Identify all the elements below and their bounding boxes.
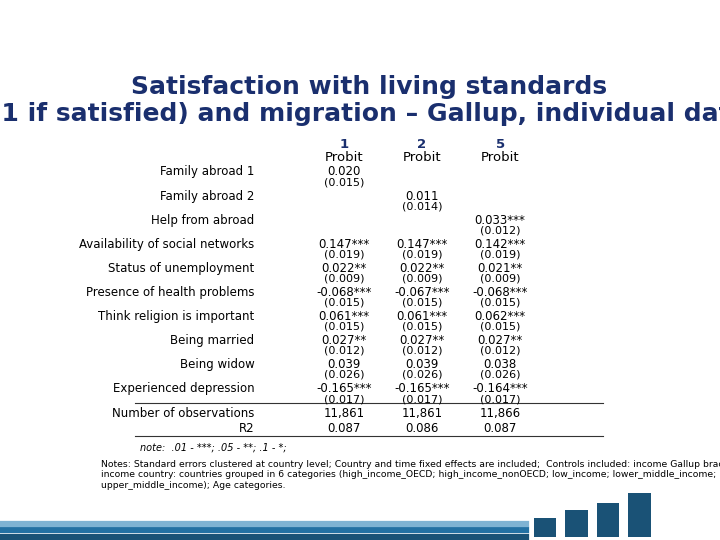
- Text: 0.022**: 0.022**: [400, 262, 445, 275]
- Text: Being widow: Being widow: [180, 359, 255, 372]
- Text: (0.015): (0.015): [324, 177, 364, 187]
- Text: 0.087: 0.087: [327, 422, 361, 435]
- Bar: [628, 494, 651, 537]
- Text: (0.015): (0.015): [324, 298, 364, 308]
- Text: 2: 2: [418, 138, 426, 151]
- Text: (0.026): (0.026): [402, 370, 442, 380]
- Text: (1 if satisfied) and migration – Gallup, individual data: (1 if satisfied) and migration – Gallup,…: [0, 102, 720, 126]
- Text: Probit: Probit: [325, 151, 363, 164]
- Text: 0.027**: 0.027**: [400, 334, 445, 347]
- Text: (0.012): (0.012): [324, 346, 364, 356]
- Text: Think religion is important: Think religion is important: [99, 310, 255, 323]
- Text: (0.012): (0.012): [480, 346, 521, 356]
- Text: 5: 5: [495, 138, 505, 151]
- Text: (0.012): (0.012): [402, 346, 442, 356]
- Text: Family abroad 1: Family abroad 1: [161, 165, 255, 178]
- Text: -0.067***: -0.067***: [395, 286, 450, 299]
- Text: (0.026): (0.026): [324, 370, 364, 380]
- Text: -0.165***: -0.165***: [316, 382, 372, 395]
- Text: (0.015): (0.015): [480, 298, 521, 308]
- Text: 0.147***: 0.147***: [397, 238, 448, 251]
- Text: (0.026): (0.026): [480, 370, 521, 380]
- Text: (0.017): (0.017): [402, 394, 442, 404]
- Text: 0.020: 0.020: [327, 165, 361, 178]
- Text: 11,861: 11,861: [402, 407, 443, 420]
- Text: 0.033***: 0.033***: [474, 214, 526, 227]
- Text: Probit: Probit: [481, 151, 519, 164]
- Text: 0.086: 0.086: [405, 422, 438, 435]
- Text: 11,866: 11,866: [480, 407, 521, 420]
- Bar: [565, 510, 588, 537]
- Text: 0.147***: 0.147***: [318, 238, 369, 251]
- Text: 11,861: 11,861: [323, 407, 364, 420]
- Text: 0.062***: 0.062***: [474, 310, 526, 323]
- Text: Notes: Standard errors clustered at country level; Country and time fixed effect: Notes: Standard errors clustered at coun…: [101, 460, 720, 490]
- Text: 0.011: 0.011: [405, 190, 438, 202]
- Text: Probit: Probit: [402, 151, 441, 164]
- Text: (0.015): (0.015): [402, 322, 442, 332]
- Text: Being married: Being married: [171, 334, 255, 347]
- Text: (0.019): (0.019): [402, 249, 442, 259]
- Text: -0.164***: -0.164***: [472, 382, 528, 395]
- Text: Experienced depression: Experienced depression: [113, 382, 255, 395]
- Text: Family abroad 2: Family abroad 2: [161, 190, 255, 202]
- Text: (0.015): (0.015): [324, 322, 364, 332]
- Text: 0.039: 0.039: [405, 359, 438, 372]
- Text: (0.009): (0.009): [480, 274, 521, 284]
- Text: note:  .01 - ***; .05 - **; .1 - *;: note: .01 - ***; .05 - **; .1 - *;: [140, 442, 287, 453]
- Text: (0.009): (0.009): [324, 274, 364, 284]
- Text: (0.017): (0.017): [324, 394, 364, 404]
- Bar: [597, 503, 619, 537]
- Text: 0.039: 0.039: [327, 359, 361, 372]
- Text: Presence of health problems: Presence of health problems: [86, 286, 255, 299]
- Text: (0.009): (0.009): [402, 274, 442, 284]
- Text: Help from abroad: Help from abroad: [151, 214, 255, 227]
- Text: Status of unemployment: Status of unemployment: [108, 262, 255, 275]
- Text: 0.061***: 0.061***: [397, 310, 448, 323]
- Text: (0.019): (0.019): [480, 249, 521, 259]
- Text: 0.027**: 0.027**: [321, 334, 366, 347]
- Text: R2: R2: [239, 422, 255, 435]
- Text: 0.038: 0.038: [484, 359, 517, 372]
- Text: 0.087: 0.087: [483, 422, 517, 435]
- Text: -0.068***: -0.068***: [316, 286, 372, 299]
- Text: 0.142***: 0.142***: [474, 238, 526, 251]
- Text: 0.021**: 0.021**: [477, 262, 523, 275]
- Text: (0.014): (0.014): [402, 201, 442, 211]
- Text: (0.019): (0.019): [324, 249, 364, 259]
- Text: -0.165***: -0.165***: [395, 382, 450, 395]
- Text: 0.022**: 0.022**: [321, 262, 366, 275]
- Text: Number of observations: Number of observations: [112, 407, 255, 420]
- Text: (0.012): (0.012): [480, 225, 521, 235]
- Text: 0.027**: 0.027**: [477, 334, 523, 347]
- Text: 1: 1: [339, 138, 348, 151]
- Text: Satisfaction with living standards: Satisfaction with living standards: [131, 75, 607, 99]
- Text: Availability of social networks: Availability of social networks: [79, 238, 255, 251]
- Bar: [534, 518, 557, 537]
- Text: -0.068***: -0.068***: [472, 286, 528, 299]
- Text: 0.061***: 0.061***: [318, 310, 369, 323]
- Text: (0.017): (0.017): [480, 394, 521, 404]
- Text: (0.015): (0.015): [480, 322, 521, 332]
- Text: (0.015): (0.015): [402, 298, 442, 308]
